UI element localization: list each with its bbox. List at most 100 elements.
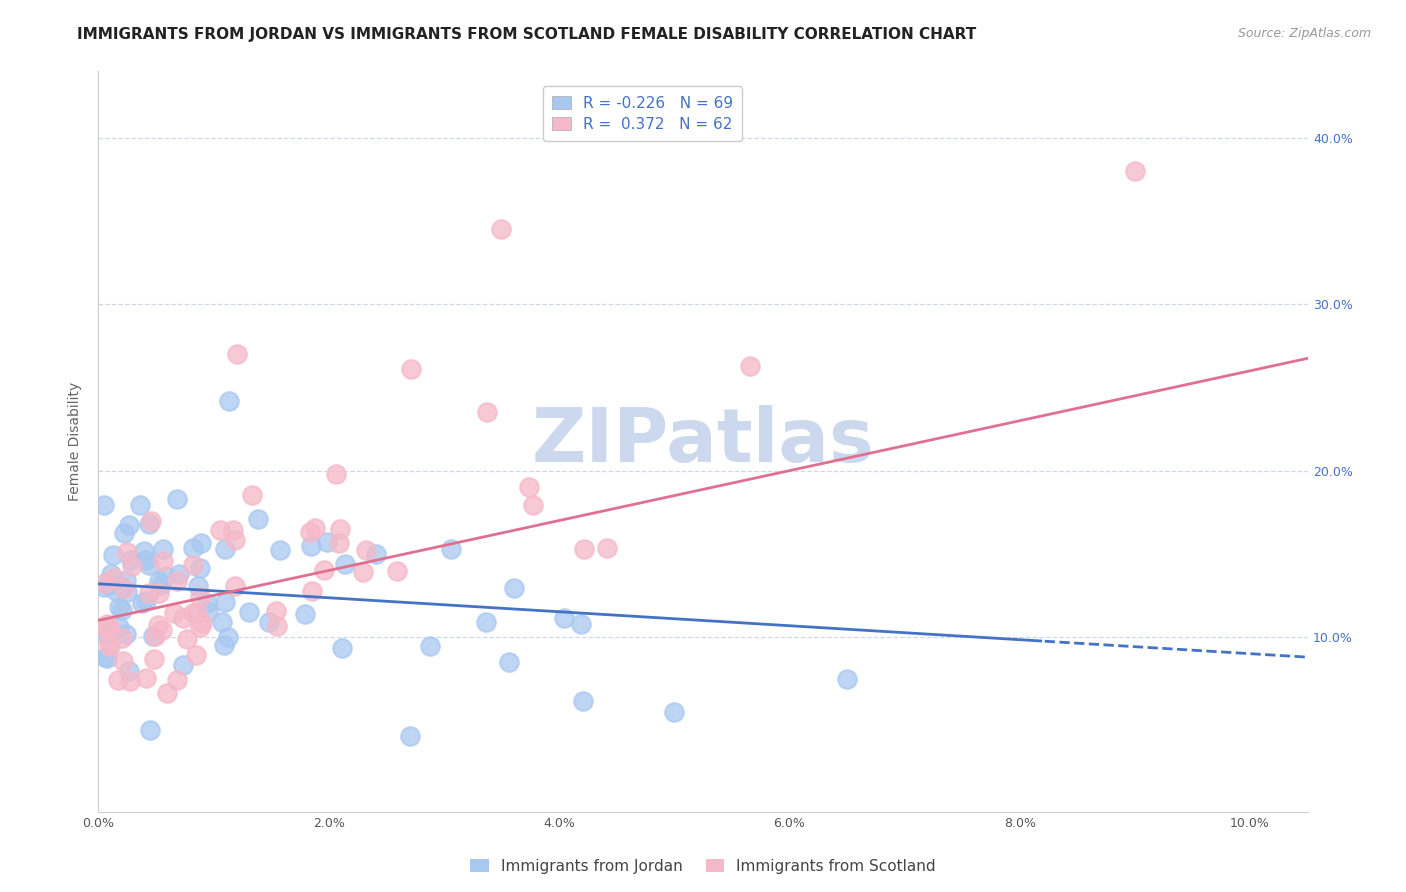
Point <box>181 606 204 620</box>
Point <box>315 535 337 549</box>
Point <box>181 558 204 573</box>
Point <box>553 611 575 625</box>
Point <box>115 627 138 641</box>
Point <box>96 622 118 636</box>
Point <box>145 629 167 643</box>
Point <box>209 523 232 537</box>
Point <box>98 623 121 637</box>
Point <box>148 574 170 588</box>
Point <box>188 590 211 604</box>
Point <box>301 584 323 599</box>
Point <box>111 632 134 646</box>
Point <box>107 673 129 688</box>
Point <box>503 582 526 596</box>
Point <box>148 586 170 600</box>
Point <box>135 594 157 608</box>
Point <box>222 523 245 537</box>
Point <box>167 567 190 582</box>
Point <box>138 516 160 531</box>
Point <box>93 580 115 594</box>
Legend: Immigrants from Jordan, Immigrants from Scotland: Immigrants from Jordan, Immigrants from … <box>464 853 942 880</box>
Point <box>138 558 160 572</box>
Point <box>294 607 316 621</box>
Point <box>246 512 269 526</box>
Point <box>94 575 117 590</box>
Point <box>328 536 350 550</box>
Point <box>150 624 173 638</box>
Point <box>121 558 143 573</box>
Point <box>163 606 186 620</box>
Point <box>112 526 135 541</box>
Point <box>108 619 131 633</box>
Point <box>115 573 138 587</box>
Point <box>120 552 142 566</box>
Point <box>117 664 139 678</box>
Point <box>269 542 291 557</box>
Text: ZIPatlas: ZIPatlas <box>531 405 875 478</box>
Point <box>498 655 520 669</box>
Point <box>314 563 336 577</box>
Point <box>166 673 188 688</box>
Point <box>97 577 120 591</box>
Point <box>224 579 246 593</box>
Point <box>111 580 134 594</box>
Point <box>214 638 236 652</box>
Point <box>166 574 188 588</box>
Point <box>97 637 120 651</box>
Point <box>150 578 173 592</box>
Point <box>101 549 124 563</box>
Text: IMMIGRANTS FROM JORDAN VS IMMIGRANTS FROM SCOTLAND FEMALE DISABILITY CORRELATION: IMMIGRANTS FROM JORDAN VS IMMIGRANTS FRO… <box>77 27 977 42</box>
Point <box>135 672 157 686</box>
Point <box>191 615 214 630</box>
Point <box>142 652 165 666</box>
Point <box>491 222 513 236</box>
Point <box>366 547 388 561</box>
Point <box>188 620 211 634</box>
Point <box>115 545 138 559</box>
Point <box>325 467 347 481</box>
Point <box>477 405 499 419</box>
Y-axis label: Female Disability: Female Disability <box>69 382 83 501</box>
Point <box>139 514 162 528</box>
Point <box>103 571 125 585</box>
Point <box>155 686 177 700</box>
Point <box>96 651 118 665</box>
Point <box>596 541 619 555</box>
Point <box>475 615 498 629</box>
Point <box>398 730 420 744</box>
Point <box>298 524 321 539</box>
Point <box>217 630 239 644</box>
Point <box>224 533 246 547</box>
Point <box>131 596 153 610</box>
Point <box>187 579 209 593</box>
Point <box>1123 164 1146 178</box>
Point <box>419 639 441 653</box>
Point <box>96 616 118 631</box>
Point <box>197 604 219 618</box>
Point <box>440 541 463 556</box>
Point <box>740 359 762 374</box>
Text: Source: ZipAtlas.com: Source: ZipAtlas.com <box>1237 27 1371 40</box>
Point <box>94 626 117 640</box>
Point <box>128 499 150 513</box>
Point <box>387 564 409 578</box>
Point <box>172 611 194 625</box>
Point <box>299 540 322 554</box>
Point <box>172 658 194 673</box>
Point <box>155 569 177 583</box>
Point <box>330 641 353 656</box>
Point <box>139 723 162 737</box>
Point <box>264 604 287 618</box>
Point <box>112 655 135 669</box>
Point <box>225 347 247 361</box>
Point <box>120 674 142 689</box>
Point <box>257 615 280 629</box>
Point <box>98 639 121 653</box>
Point <box>571 694 593 708</box>
Point <box>105 584 128 599</box>
Point <box>211 615 233 629</box>
Point <box>148 618 170 632</box>
Point <box>522 498 544 512</box>
Point <box>214 595 236 609</box>
Point <box>112 581 135 595</box>
